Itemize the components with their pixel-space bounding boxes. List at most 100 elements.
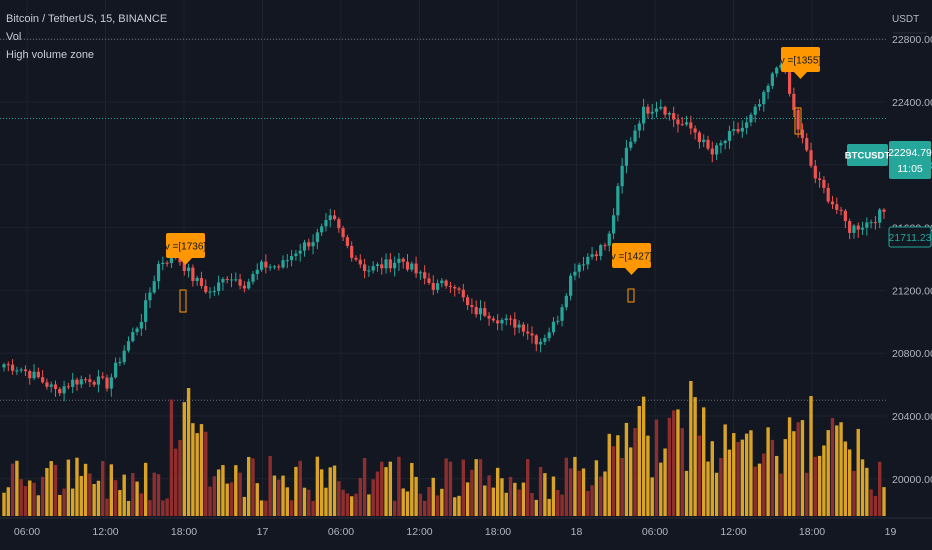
volume-bar — [397, 456, 401, 516]
price-tags: BTCUSDT 22294.79 11:05 21711.23 — [845, 141, 932, 248]
volume-bar — [392, 500, 397, 516]
candle-body — [496, 320, 500, 324]
time-tick-label: 19 — [885, 526, 897, 538]
volume-bar — [676, 409, 680, 516]
volume-bar — [835, 425, 839, 516]
volume-bar — [264, 500, 268, 516]
time-scale[interactable]: 06:00 12:00 18:00 17 06:00 12:00 18:00 18 06:00 1… — [0, 517, 932, 538]
candle-body — [290, 255, 294, 261]
volume-bar — [148, 500, 152, 516]
volume-bar — [663, 448, 667, 516]
high-volume-label[interactable]: v =[1427] — [611, 243, 653, 275]
volume-bar — [311, 500, 315, 516]
candle-body — [882, 209, 886, 212]
candle-body — [521, 324, 526, 332]
volume-bar — [878, 461, 882, 516]
candle-body — [693, 128, 697, 133]
candle-body — [530, 333, 534, 336]
volume-bar — [32, 482, 36, 516]
volume-bar — [551, 476, 556, 516]
volume-bar — [556, 489, 560, 516]
candle-body — [294, 253, 298, 256]
time-tick-label: 18:00 — [799, 526, 825, 538]
candle-body — [663, 106, 667, 115]
reference-lines — [0, 38, 888, 401]
volume-bar — [294, 466, 298, 516]
volume-bar — [341, 489, 345, 516]
candle-body — [298, 250, 302, 254]
candle-body — [182, 262, 186, 272]
volume-bar — [272, 475, 277, 516]
volume-bar — [225, 483, 229, 516]
volume-bar — [611, 446, 616, 516]
candle-body — [418, 272, 422, 274]
high-volume-label[interactable]: v =[1355] — [780, 47, 822, 79]
candle-body — [384, 259, 388, 269]
candle-body — [272, 266, 277, 268]
high-volume-annotations[interactable]: v =[1736] v =[1427] v =[1355] — [165, 47, 822, 275]
volume-bar — [88, 473, 92, 516]
volume-bar — [637, 406, 642, 516]
volume-bar — [762, 453, 766, 516]
candle-body — [616, 186, 620, 216]
annotation-label: v =[1736] — [165, 242, 207, 253]
volume-bar — [332, 465, 337, 516]
annotation-bubble — [166, 233, 205, 258]
price-scale-background — [888, 0, 932, 518]
candle-body — [83, 379, 88, 381]
high-volume-indicator-label[interactable]: High volume zone — [6, 49, 95, 61]
time-tick-label: 18:00 — [171, 526, 197, 538]
volume-bar — [302, 487, 307, 516]
volume-bar — [268, 456, 272, 516]
volume-bar — [212, 476, 217, 516]
high-volume-label[interactable]: v =[1736] — [165, 233, 207, 265]
candle-body — [144, 300, 148, 322]
symbol-title[interactable]: Bitcoin / TetherUS, 15, BINANCE — [6, 13, 168, 25]
symbol-tag-label: BTCUSDT — [845, 151, 891, 162]
volume-bar — [319, 469, 324, 516]
volume-bar — [590, 485, 594, 516]
candle-body — [96, 376, 101, 385]
candle-body — [105, 377, 109, 389]
candle-body — [161, 262, 165, 265]
volume-bar — [371, 479, 375, 516]
candle-body — [109, 377, 113, 389]
candle-body — [139, 321, 143, 329]
candle-body — [646, 106, 650, 114]
volume-bar — [598, 476, 603, 516]
volume-bar — [345, 493, 350, 516]
candle-body — [560, 307, 564, 321]
candle-body — [483, 308, 487, 316]
annotation-bubble — [781, 47, 820, 72]
candle-body — [689, 122, 693, 129]
price-scale[interactable]: USDT 22800.0022400.0022000.0021600.00212… — [888, 0, 932, 518]
candle-body — [453, 286, 457, 289]
volume-bar — [246, 456, 251, 516]
volume-bar — [822, 445, 826, 516]
volume-bar — [405, 491, 410, 516]
candle-body — [714, 145, 719, 155]
volume-bar — [830, 417, 835, 516]
volume-bar — [697, 435, 702, 516]
secondary-price-label: 21711.23 — [888, 232, 931, 244]
high-volume-markers — [179, 107, 802, 313]
candle-body — [577, 264, 581, 272]
candle-body — [843, 210, 847, 222]
volume-bar — [139, 493, 144, 516]
volume-indicator-label[interactable]: Vol — [6, 31, 22, 43]
candle-body — [118, 362, 122, 364]
volume-bar — [513, 482, 517, 516]
volume-bar — [560, 494, 564, 516]
volume-bar — [809, 396, 813, 516]
volume-histogram — [2, 381, 886, 516]
volume-bar — [165, 498, 169, 516]
candle-body — [672, 113, 676, 120]
volume-bar — [23, 486, 28, 516]
volume-bar — [178, 439, 182, 516]
volume-bar — [367, 494, 371, 516]
volume-bar — [40, 476, 45, 516]
volume-bar — [2, 492, 6, 516]
volume-bar — [783, 439, 787, 516]
volume-bar — [757, 463, 762, 516]
